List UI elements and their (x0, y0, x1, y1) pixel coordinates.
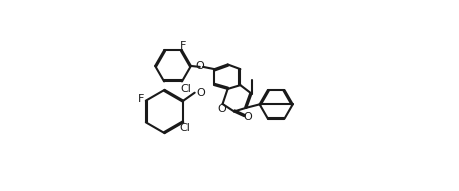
Text: Cl: Cl (180, 84, 191, 94)
Text: O: O (243, 112, 252, 122)
Text: Cl: Cl (180, 123, 190, 133)
Text: F: F (180, 41, 186, 51)
Text: O: O (217, 104, 226, 114)
Text: F: F (138, 94, 144, 104)
Text: O: O (196, 61, 204, 71)
Text: O: O (196, 88, 205, 98)
